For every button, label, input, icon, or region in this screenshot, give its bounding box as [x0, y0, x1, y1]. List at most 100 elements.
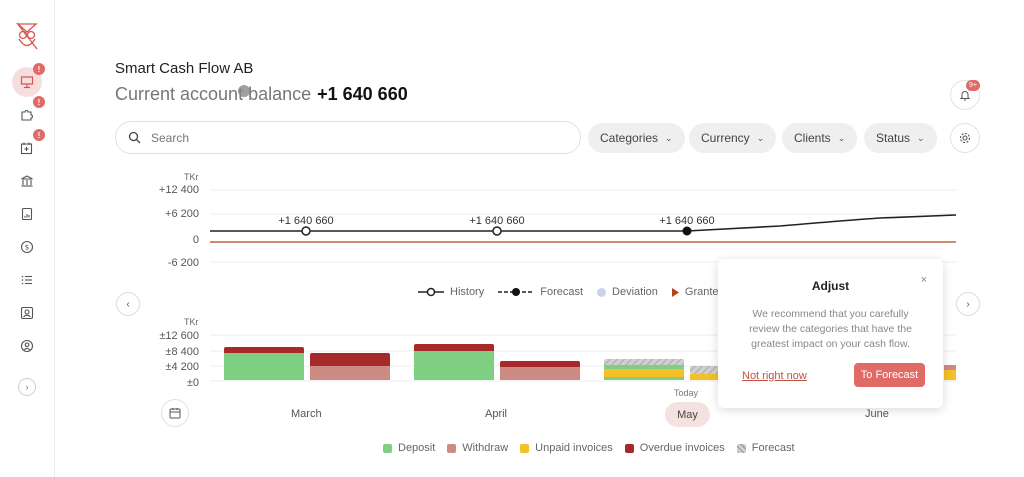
search-placeholder: Search — [151, 130, 190, 145]
status-label: Status — [876, 131, 911, 145]
list-icon — [21, 275, 32, 285]
bank-icon — [21, 175, 33, 187]
deviation-swatch-icon — [597, 287, 607, 297]
month-label-march[interactable]: March — [291, 408, 322, 420]
sidebar-item-payments[interactable]: $ — [12, 232, 42, 262]
bar-may-deposit-base — [604, 377, 684, 380]
point-label-april: +1 640 660 — [469, 215, 524, 227]
bottom-unit-label: TKr — [184, 317, 199, 327]
legend-deviation[interactable]: Deviation — [597, 286, 658, 298]
chart-next-button[interactable]: › — [956, 292, 980, 316]
chevron-down-icon: ⌄ — [837, 132, 846, 143]
history-point-april — [492, 226, 502, 236]
dollar-circle-icon: $ — [20, 240, 34, 254]
sidebar-item-bank[interactable] — [12, 166, 42, 196]
not-right-now-link[interactable]: Not right now — [742, 370, 807, 382]
withdraw-swatch — [447, 443, 457, 453]
forecast-line-icon — [498, 288, 535, 296]
month-label-june[interactable]: June — [865, 408, 889, 420]
currency-label: Currency — [701, 131, 750, 145]
clients-label: Clients — [794, 131, 831, 145]
balance-line: Current account balance +1 640 660 — [115, 84, 408, 105]
categories-dropdown[interactable]: Categories ⌄ — [588, 123, 685, 153]
bar-march-withdraw — [310, 366, 390, 380]
bar-may-unpaid — [604, 369, 684, 377]
bar-june-unpaid — [944, 370, 956, 380]
history-line-icon — [418, 287, 444, 297]
gear-icon — [959, 132, 971, 144]
y-tick-bottom-2: ±4 200 — [165, 361, 199, 373]
chevron-down-icon: ⌄ — [756, 132, 765, 143]
bar-chart-legend: Deposit Withdraw Unpaid invoices Overdue… — [383, 442, 807, 454]
line-chart-legend: History Forecast Deviation Granted credi… — [418, 286, 769, 298]
legend-unpaid-label: Unpaid invoices — [535, 442, 613, 454]
search-input[interactable]: Search — [115, 121, 581, 154]
status-dropdown[interactable]: Status ⌄ — [864, 123, 937, 153]
legend-withdraw[interactable]: Withdraw — [447, 442, 508, 454]
point-label-may: +1 640 660 — [659, 215, 714, 227]
legend-deposit[interactable]: Deposit — [383, 442, 435, 454]
sidebar-item-transactions[interactable] — [12, 265, 42, 295]
presentation-icon — [20, 76, 34, 89]
sidebar-item-contacts[interactable] — [12, 298, 42, 328]
alert-badge: ! — [33, 129, 45, 141]
to-forecast-button[interactable]: To Forecast — [854, 363, 925, 387]
legend-unpaid-invoices[interactable]: Unpaid invoices — [520, 442, 613, 454]
sidebar-item-dashboard[interactable]: ! — [12, 63, 45, 97]
legend-withdraw-label: Withdraw — [462, 442, 509, 454]
balance-value: +1 640 660 — [317, 84, 408, 104]
legend-history-label: History — [450, 286, 485, 298]
notifications-button[interactable] — [950, 80, 980, 110]
sidebar-item-profile[interactable] — [12, 331, 42, 361]
y-tick-bottom-1: ±8 400 — [165, 346, 199, 358]
granted-credit-triangle-icon — [671, 287, 679, 297]
chart-prev-button[interactable]: ‹ — [116, 292, 140, 316]
bar-april-overdue-deposit — [414, 344, 494, 353]
categories-label: Categories — [600, 131, 659, 145]
svg-text:$: $ — [25, 244, 29, 252]
deposit-swatch — [383, 443, 392, 453]
settings-button[interactable] — [950, 123, 980, 153]
bar-may-forecast-withdraw — [690, 366, 720, 374]
bar-april-overdue-withdraw — [500, 361, 580, 368]
calendar-add-icon — [20, 142, 33, 155]
bar-may-unpaid-withdraw — [690, 374, 720, 380]
y-tick-bottom-3: ±0 — [187, 377, 199, 389]
document-icon — [21, 207, 33, 221]
legend-history[interactable]: History — [418, 286, 484, 298]
forecast-point-may — [682, 226, 692, 236]
popup-title: Adjust — [811, 279, 850, 293]
sidebar-item-integrations[interactable]: ! — [12, 96, 45, 130]
bell-icon — [959, 91, 971, 101]
bar-april-deposit — [414, 351, 494, 380]
sidebar-item-planning[interactable]: ! — [12, 129, 45, 163]
alert-badge: ! — [33, 96, 45, 108]
currency-dropdown[interactable]: Currency ⌄ — [689, 123, 777, 153]
calendar-icon — [169, 408, 181, 419]
sidebar-item-reports[interactable] — [12, 199, 42, 229]
legend-overdue-label: Overdue invoices — [639, 442, 725, 454]
y-tick-top-3: -6 200 — [168, 257, 199, 269]
puzzle-icon — [21, 110, 33, 121]
legend-forecast[interactable]: Forecast — [498, 286, 583, 298]
mouse-cursor-icon — [238, 85, 250, 97]
history-point-march — [301, 226, 311, 236]
legend-overdue-invoices[interactable]: Overdue invoices — [624, 442, 725, 454]
month-label-may[interactable]: May — [665, 402, 710, 427]
overdue-swatch — [624, 443, 634, 453]
sidebar-expand-button[interactable]: › — [18, 378, 36, 396]
sidebar: ! ! ! $ › — [0, 0, 55, 477]
bar-may-deposit — [604, 365, 684, 369]
alert-badge: ! — [33, 63, 45, 75]
bar-march-deposit — [224, 353, 304, 380]
y-tick-top-2: 0 — [193, 234, 199, 246]
owl-logo-icon[interactable] — [14, 22, 40, 50]
chevron-down-icon: ⌄ — [917, 132, 925, 143]
month-label-april[interactable]: April — [485, 408, 508, 420]
bar-may-forecast — [604, 359, 684, 366]
y-tick-top-1: +6 200 — [165, 208, 199, 220]
close-icon[interactable]: × — [920, 274, 927, 286]
calendar-button[interactable] — [161, 399, 189, 427]
legend-forecast-bars[interactable]: Forecast — [736, 442, 795, 454]
clients-dropdown[interactable]: Clients ⌄ — [782, 123, 858, 153]
